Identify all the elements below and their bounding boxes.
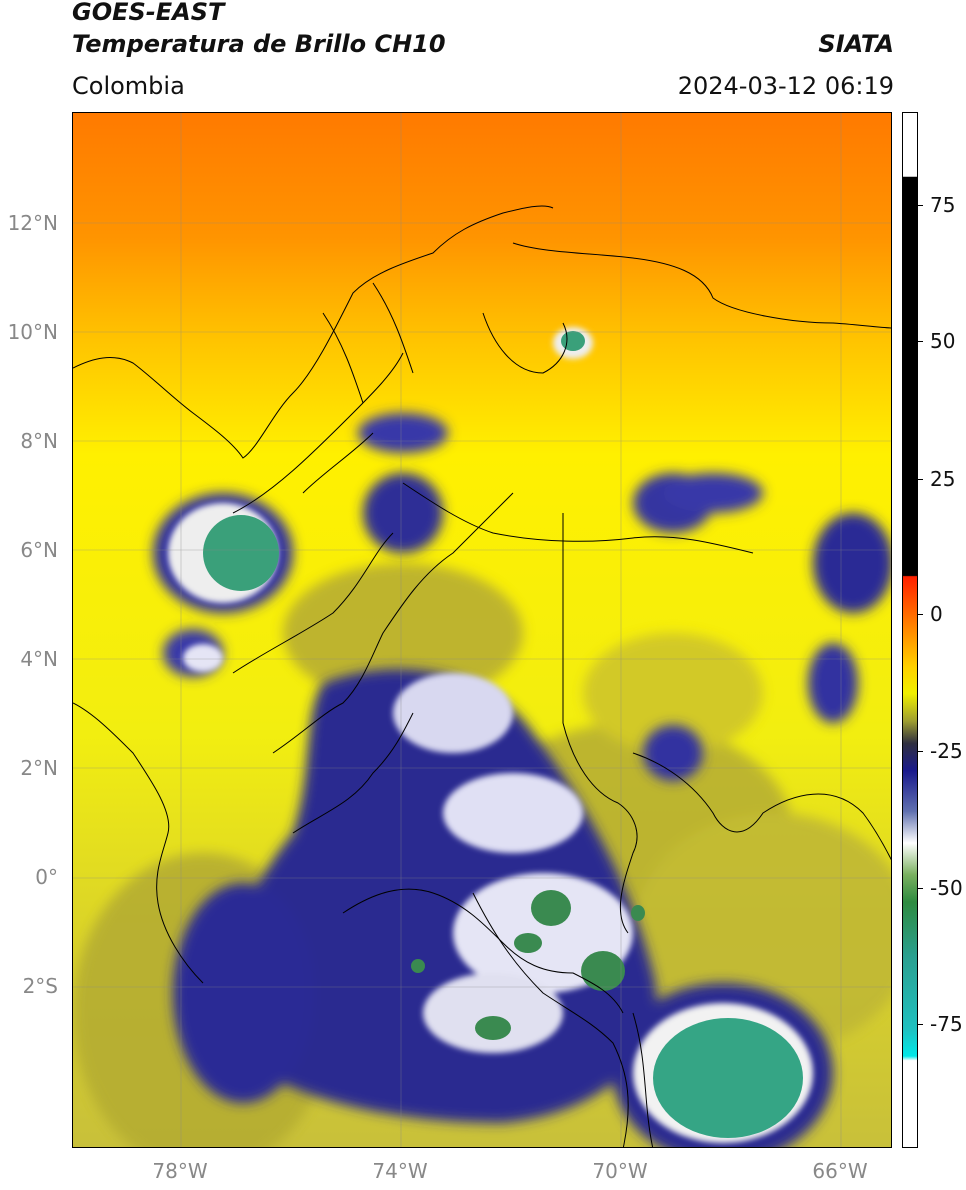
colorbar-label-0: 0: [930, 602, 943, 626]
colorbar-tick-neg75: [918, 1024, 923, 1025]
colorbar-label-50: 50: [930, 329, 956, 353]
colorbar-tick-50: [918, 341, 923, 342]
lat-label-6N: 6°N: [20, 538, 58, 562]
cold-tops: [203, 331, 803, 1138]
colorbar: [902, 112, 918, 1148]
lat-label-12N: 12°N: [7, 211, 58, 235]
colorbar-tick-0: [918, 614, 923, 615]
lat-label-2N: 2°N: [20, 756, 58, 780]
lat-label-8N: 8°N: [20, 429, 58, 453]
lat-label-4N: 4°N: [20, 647, 58, 671]
satellite-map[interactable]: [72, 112, 892, 1148]
organization-label: SIATA: [818, 30, 894, 58]
region-label: Colombia: [72, 72, 185, 100]
lon-label-70W: 70°W: [592, 1159, 648, 1183]
product-title-line1: GOES-EAST: [72, 0, 225, 26]
lat-label-10N: 10°N: [7, 320, 58, 344]
product-title-line2: Temperatura de Brillo CH10: [72, 30, 446, 58]
colorbar-label-25: 25: [930, 467, 956, 491]
lat-label-2S: 2°S: [22, 974, 58, 998]
colorbar-fill: [903, 176, 917, 1084]
colorbar-label-neg75: -75: [930, 1012, 963, 1036]
lon-label-66W: 66°W: [812, 1159, 868, 1183]
colorbar-tick-neg25: [918, 751, 923, 752]
timestamp-label: 2024-03-12 06:19: [677, 72, 894, 100]
colorbar-label-75: 75: [930, 193, 956, 217]
borders: [73, 205, 891, 1147]
lon-label-74W: 74°W: [372, 1159, 428, 1183]
colorbar-label-neg25: -25: [930, 739, 963, 763]
colorbar-tick-75: [918, 205, 923, 206]
lat-label-0: 0°: [35, 865, 58, 889]
lon-label-78W: 78°W: [152, 1159, 208, 1183]
colorbar-label-neg50: -50: [930, 876, 963, 900]
colorbar-tick-25: [918, 479, 923, 480]
graticule: [73, 113, 891, 1147]
colorbar-tick-neg50: [918, 888, 923, 889]
map-canvas: [73, 113, 891, 1147]
